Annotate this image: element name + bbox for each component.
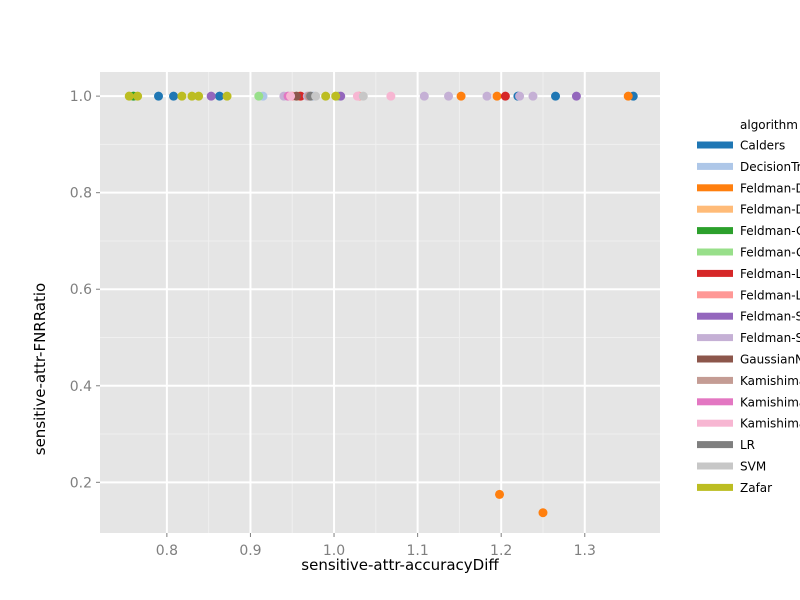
legend-label: Feldman-GaussianNB-numerical [740,246,800,260]
grid-minor [100,72,660,533]
x-tick-label: 1.3 [574,543,596,559]
legend-swatch [697,269,733,277]
data-point [571,91,581,101]
legend-swatch [697,312,733,320]
y-axis-title: sensitive-attr-FNRRatio [31,283,49,455]
data-point [482,91,492,101]
y-tick-label: 1.0 [70,89,92,105]
data-point [286,91,296,101]
y-tick-label: 0.4 [70,379,92,395]
legend-label: Feldman-DecisionTree [740,181,800,195]
data-point [419,91,429,101]
data-point [124,91,134,101]
legend-label: Kamishima-numerical [740,417,800,431]
x-tick-label: 1.1 [406,543,428,559]
legend-label: DecisionTree [740,160,800,174]
legend-label: Calders [740,139,785,153]
legend-swatch [697,248,733,256]
data-points [124,91,638,518]
legend-swatch [697,334,733,342]
legend: algorithm Calders DecisionTree Feldman-Dec… [697,118,800,495]
legend-label: GaussianNB [740,353,800,367]
data-point [551,91,561,101]
data-point [206,91,216,101]
data-point [254,91,264,101]
legend-swatch [697,205,733,213]
legend-swatch [697,376,733,384]
data-point [492,91,502,101]
plot-background [100,72,660,533]
legend-swatch [697,227,733,235]
legend-swatch [697,291,733,299]
data-point [456,91,466,101]
y-tick-label: 0.6 [70,282,92,298]
legend-swatch [697,398,733,406]
y-tick-label: 0.8 [70,186,92,202]
data-point [133,91,143,101]
data-point [515,91,525,101]
data-point [311,91,321,101]
legend-label: Feldman-DecisionTree-numerical [740,203,800,217]
axis-ticks: 0.8 0.9 1.0 1.1 1.2 1.3 0.2 0.4 0.6 0.8 1.0 [70,89,596,559]
data-point [495,489,505,499]
data-point [538,508,548,518]
data-point [444,91,454,101]
data-point [169,91,179,101]
legend-label: Zafar [740,481,772,495]
legend-label: Feldman-GaussianNB [740,224,800,238]
x-tick-label: 1.2 [490,543,512,559]
data-point [154,91,164,101]
legend-label: Feldman-LR-numerical [740,288,800,302]
legend-label: Kamishima-accuracy [740,395,800,409]
legend-label: Feldman-SVM [740,310,800,324]
legend-label: Feldman-SVM-numerical [740,331,800,345]
data-point [321,91,331,101]
data-point [187,91,197,101]
data-point [222,91,232,101]
data-point [177,91,187,101]
data-point [215,91,225,101]
data-point [331,91,341,101]
legend-swatch [697,162,733,170]
legend-label: Kamishima [740,374,800,388]
legend-label: Feldman-LR [740,267,800,281]
x-axis-title: sensitive-attr-accuracyDiff [301,556,499,574]
legend-swatch [697,462,733,470]
legend-swatch [697,419,733,427]
data-point [194,91,204,101]
legend-label: LR [740,438,755,452]
legend-title: algorithm [740,118,798,132]
data-point [386,91,396,101]
y-tick-label: 0.2 [70,475,92,491]
legend-swatch [697,184,733,192]
data-point [528,91,538,101]
x-tick-label: 0.8 [156,543,178,559]
legend-label: SVM [740,460,766,474]
data-point [358,91,368,101]
legend-swatch [697,355,733,363]
legend-swatch [697,441,733,449]
data-point [500,91,510,101]
legend-swatch [697,141,733,149]
x-tick-label: 0.9 [239,543,261,559]
data-point [623,91,633,101]
grid-major [100,72,660,533]
x-tick-label: 1.0 [323,543,345,559]
legend-swatch [697,483,733,491]
